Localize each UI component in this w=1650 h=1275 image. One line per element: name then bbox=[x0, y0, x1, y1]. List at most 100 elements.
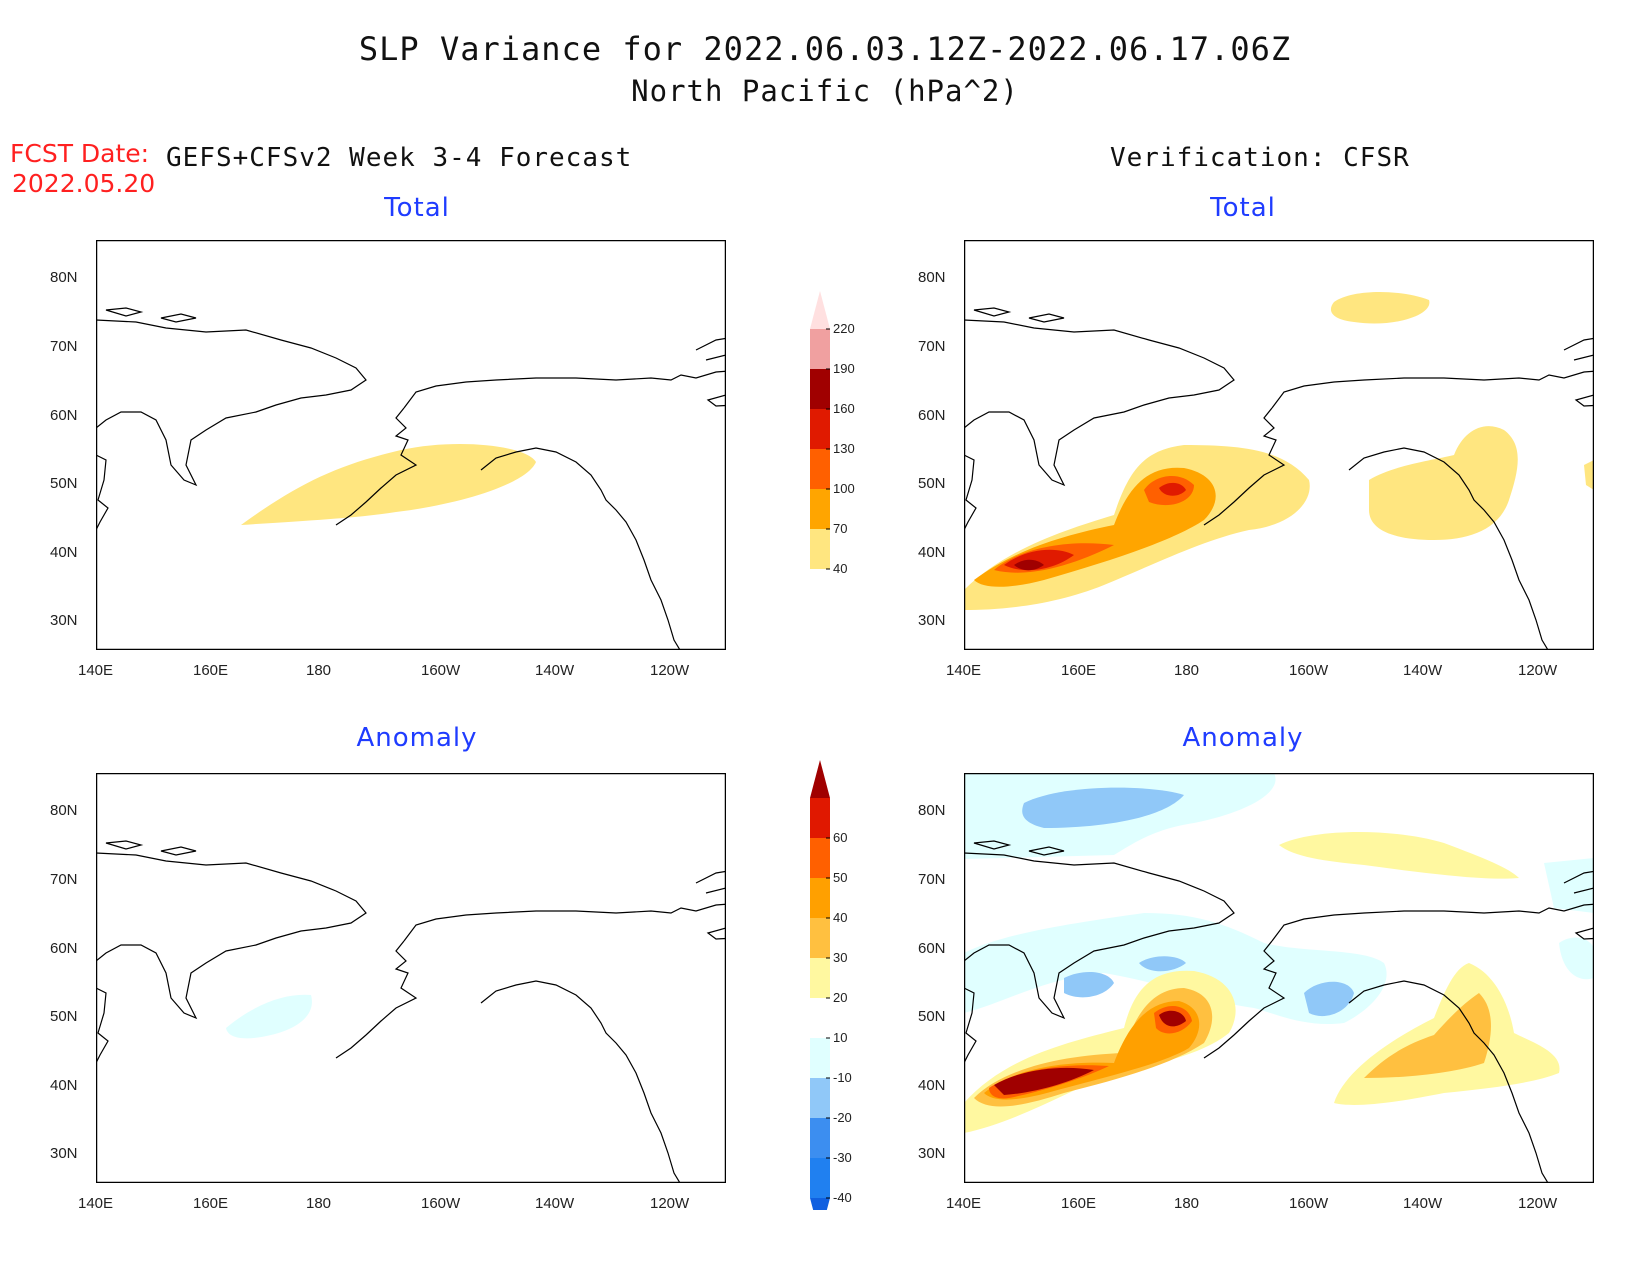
colorbar-total-segment bbox=[810, 449, 830, 489]
colorbar-total-segment bbox=[810, 409, 830, 449]
panel-title-verification-anomaly: Anomaly bbox=[1182, 723, 1304, 753]
lat-tick-label: 40N bbox=[50, 1077, 78, 1094]
colorbar-anomaly-segment bbox=[810, 798, 830, 838]
lat-tick-label: 70N bbox=[918, 338, 946, 355]
figure-subtitle: North Pacific (hPa^2) bbox=[631, 74, 1019, 108]
colorbar-total-level-label: 130 bbox=[833, 441, 855, 456]
shaded-region-minus10 bbox=[226, 994, 312, 1039]
colorbar-anomaly-segment bbox=[810, 1118, 830, 1158]
colorbar-anomaly-level-label: 10 bbox=[833, 1030, 847, 1045]
lon-tick-label: 180 bbox=[1174, 662, 1200, 679]
shaded-region-minus20-north bbox=[1022, 787, 1184, 828]
colorbar-anomaly-segment bbox=[810, 958, 830, 998]
lon-tick-label: 180 bbox=[1174, 1195, 1200, 1212]
right-column-heading: Verification: CFSR bbox=[1110, 143, 1410, 173]
lon-tick-label: 160E bbox=[1061, 1195, 1097, 1212]
shaded-region-plus10-arctic bbox=[1279, 831, 1519, 879]
lat-tick-label: 80N bbox=[50, 802, 78, 819]
lon-tick-label: 160E bbox=[193, 1195, 229, 1212]
lon-tick-label: 160E bbox=[1061, 662, 1097, 679]
lon-tick-label: 180 bbox=[306, 1195, 332, 1212]
colorbar-anomaly-segment bbox=[810, 998, 830, 1038]
lat-tick-label: 40N bbox=[918, 1077, 946, 1094]
lon-tick-label: 140E bbox=[78, 662, 114, 679]
colorbar-total-level-label: 40 bbox=[833, 561, 847, 576]
lon-tick-label: 140W bbox=[535, 662, 575, 679]
shaded-region-minus20-patches bbox=[1064, 956, 1354, 1017]
colorbar-anomaly-level-label: -10 bbox=[833, 1070, 852, 1085]
colorbar-anomaly-segment bbox=[810, 1078, 830, 1118]
colorbar-anomaly-level-label: -20 bbox=[833, 1110, 852, 1125]
colorbar-anomaly-level-label: -30 bbox=[833, 1150, 852, 1165]
map-forecast-anomaly-svg bbox=[95, 772, 777, 1275]
shaded-region-plus20-coast bbox=[1364, 993, 1491, 1078]
colorbar-total: 40 70 100 130 160 190 220 bbox=[800, 285, 870, 615]
colorbar-total-level-label: 70 bbox=[833, 521, 847, 536]
map-forecast-total-svg bbox=[95, 239, 777, 751]
lon-tick-label: 120W bbox=[650, 1195, 690, 1212]
colorbar-anomaly: -40 -30 -20 -10 10 20 30 40 50 60 bbox=[800, 760, 870, 1236]
colorbar-anomaly-level-label: 30 bbox=[833, 950, 847, 965]
colorbar-anomaly-bottom-arrow bbox=[810, 1198, 830, 1236]
colorbar-total-segment bbox=[810, 489, 830, 529]
colorbar-anomaly-segment bbox=[810, 1038, 830, 1078]
colorbar-anomaly-segment bbox=[810, 1158, 830, 1198]
lon-tick-label: 160E bbox=[193, 662, 229, 679]
shaded-region-edge bbox=[1584, 460, 1594, 490]
lon-tick-label: 140E bbox=[946, 1195, 982, 1212]
shaded-region-kuroshio-100 bbox=[994, 475, 1194, 573]
colorbar-total-level-label: 190 bbox=[833, 361, 855, 376]
lat-tick-label: 30N bbox=[50, 612, 78, 629]
colorbar-anomaly-segment bbox=[810, 878, 830, 918]
lat-tick-label: 60N bbox=[50, 940, 78, 957]
colorbar-anomaly-level-label: 60 bbox=[833, 830, 847, 845]
colorbar-total-segment bbox=[810, 369, 830, 409]
lon-tick-label: 120W bbox=[1518, 1195, 1558, 1212]
lon-tick-label: 160W bbox=[421, 662, 461, 679]
shaded-region-plus60-kuroshio bbox=[994, 1010, 1186, 1095]
colorbar-total-level-label: 100 bbox=[833, 481, 855, 496]
panel-title-forecast-total: Total bbox=[384, 193, 450, 223]
colorbar-total-level-label: 160 bbox=[833, 401, 855, 416]
lon-tick-label: 140W bbox=[1403, 662, 1443, 679]
lat-tick-label: 50N bbox=[50, 475, 78, 492]
colorbar-anomaly-segment bbox=[810, 918, 830, 958]
figure-title: SLP Variance for 2022.06.03.12Z-2022.06.… bbox=[358, 30, 1292, 68]
lon-tick-label: 160W bbox=[421, 1195, 461, 1212]
fcst-date-value: 2022.05.20 bbox=[12, 169, 156, 198]
lat-tick-label: 70N bbox=[50, 871, 78, 888]
shaded-region-kuroshio-160 bbox=[1014, 559, 1044, 571]
lat-tick-label: 50N bbox=[918, 1008, 946, 1025]
lon-tick-label: 140W bbox=[1403, 1195, 1443, 1212]
lat-tick-label: 60N bbox=[50, 407, 78, 424]
map-verification-anomaly-svg bbox=[963, 772, 1645, 1275]
lon-tick-label: 120W bbox=[1518, 662, 1558, 679]
lat-tick-label: 50N bbox=[918, 475, 946, 492]
lon-tick-label: 180 bbox=[306, 662, 332, 679]
colorbar-anomaly-segment bbox=[810, 838, 830, 878]
lat-tick-label: 40N bbox=[918, 544, 946, 561]
colorbar-total-segment bbox=[810, 329, 830, 369]
fcst-date-label: FCST Date: bbox=[10, 139, 150, 168]
colorbar-total-segment bbox=[810, 529, 830, 569]
shaded-region-minus10-east bbox=[1544, 858, 1594, 980]
lat-tick-label: 60N bbox=[918, 407, 946, 424]
lon-tick-label: 120W bbox=[650, 662, 690, 679]
lon-tick-label: 160W bbox=[1289, 1195, 1329, 1212]
colorbar-total-level-label: 220 bbox=[833, 321, 855, 336]
lat-tick-label: 80N bbox=[918, 269, 946, 286]
lat-tick-label: 30N bbox=[918, 612, 946, 629]
lat-tick-label: 70N bbox=[918, 871, 946, 888]
lat-tick-label: 50N bbox=[50, 1008, 78, 1025]
panel-title-forecast-anomaly: Anomaly bbox=[356, 723, 478, 753]
shaded-region-arctic bbox=[1330, 292, 1430, 324]
map-verification-total-svg bbox=[963, 239, 1645, 751]
lat-tick-label: 70N bbox=[50, 338, 78, 355]
shaded-region-40-70 bbox=[241, 443, 536, 525]
colorbar-anomaly-level-label: 50 bbox=[833, 870, 847, 885]
colorbar-total-top-arrow bbox=[810, 291, 830, 329]
lat-tick-label: 30N bbox=[918, 1145, 946, 1162]
colorbar-anomaly-level-label: 40 bbox=[833, 910, 847, 925]
panel-title-verification-total: Total bbox=[1210, 193, 1276, 223]
lat-tick-label: 60N bbox=[918, 940, 946, 957]
